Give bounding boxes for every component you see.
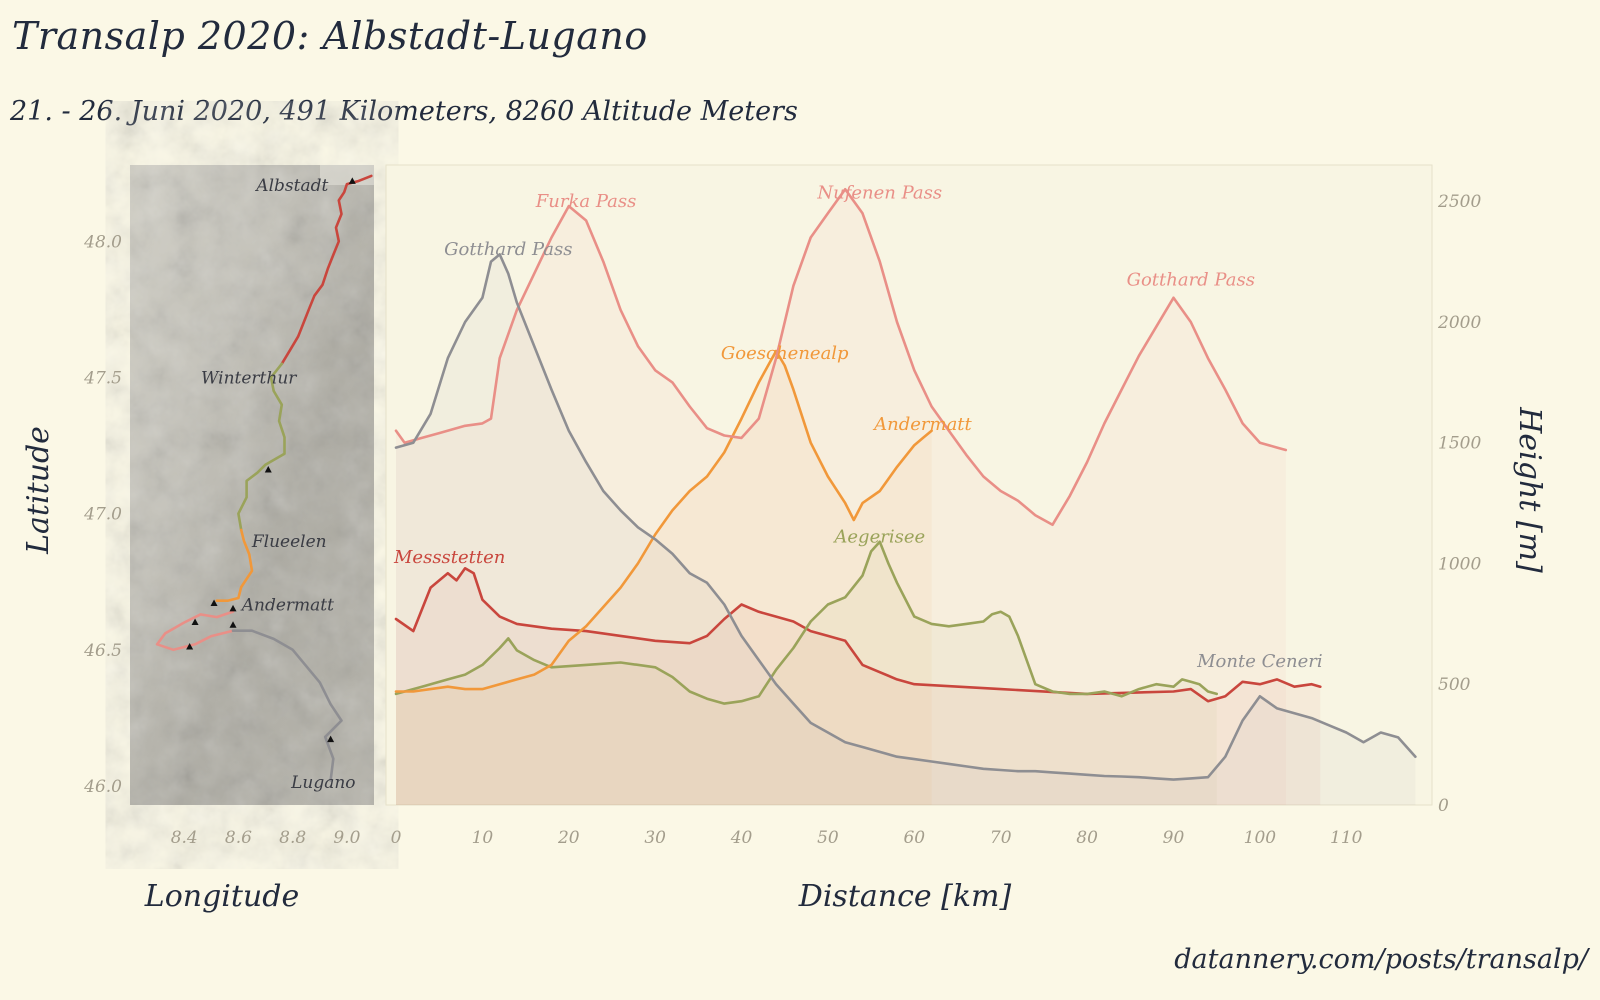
profile-x-tick-label: 90 [1163,828,1185,848]
map-marker-triangle-1 [264,466,272,473]
chart-subtitle: 21. - 26. Juni 2020, 491 Kilometers, 826… [10,96,798,127]
profile-y-tick-label: 500 [1438,675,1471,695]
chart-title: Transalp 2020: Albstadt-Lugano [12,14,648,58]
profile-x-tick-label: 70 [990,828,1012,848]
profile-annotation-label: Messstetten [393,547,505,568]
map-place-label: Flueelen [251,532,327,552]
profile-line-day-5 [394,253,1417,781]
map-place-label: Winterthur [201,368,297,388]
map-y-tick-label: 48.0 [83,232,122,252]
profile-x-tick-label: 80 [1076,828,1098,848]
profile-area-day-3 [396,351,932,805]
profile-x-tick-label: 10 [472,828,494,848]
map-place-label: Andermatt [240,595,334,615]
profile-annotation-label: Furka Pass [535,191,637,212]
map-route-day-2 [237,362,286,532]
map-route-day-5 [231,629,343,782]
map-marker-triangle-6 [186,643,194,650]
profile-y-tick-label: 2500 [1437,192,1481,212]
map-y-axis-label: Latitude [21,426,56,555]
map-marker-triangle-2 [210,599,218,606]
profile-x-tick-label: 20 [557,828,580,848]
map-place-label: Albstadt [254,176,328,196]
profile-x-tick-label: 30 [644,828,666,848]
profile-area-day-2 [396,541,1217,805]
profile-area-day-1 [396,568,1321,805]
profile-x-tick-label: 60 [903,828,925,848]
profile-line-day-2 [394,540,1218,705]
map-y-tick-label: 46.5 [83,641,122,661]
profile-x-tick-label: 110 [1330,828,1363,848]
map-marker-triangle-0 [348,177,356,184]
profile-annotation-label: Nufenen Pass [816,182,942,203]
map-x-tick-label: 8.8 [279,828,306,848]
map-route-day-1 [280,174,373,366]
profile-x-tick-label: 40 [730,828,753,848]
profile-y-tick-label: 2000 [1437,313,1481,333]
map-marker-triangle-5 [191,618,199,626]
elevation-profile: Messstetten Aegerisee Goeschenealp Andermat… [385,164,1547,914]
profile-y-tick-label: 1000 [1438,554,1481,574]
map-x-axis-label: Longitude [144,879,299,914]
profile-x-axis-label: Distance [km] [798,879,1012,914]
profile-x-tick-label: 0 [391,828,402,848]
profile-annotation-label: Andermatt [872,414,972,435]
map-y-tick-label: 47.5 [83,368,122,388]
profile-line-day-4 [394,187,1288,527]
map-x-tick-label: 9.0 [333,828,360,848]
map-y-tick-label: 46.0 [83,777,122,797]
route-map: Albstadt Winterthur Flueelen Andermatt Lugan… [21,165,374,914]
map-relief-texture [130,165,374,805]
profile-annotation-label: Gotthard Pass [1127,269,1255,290]
profile-x-tick-label: 50 [817,828,839,848]
map-x-tick-label: 8.4 [171,828,198,848]
map-y-tick-label: 47.0 [83,505,122,525]
profile-y-tick-label: 0 [1438,796,1449,816]
credit-url: datannery.com/posts/transalp/ [1174,944,1588,975]
profile-x-tick-label: 100 [1244,828,1277,848]
map-marker-triangle-7 [327,735,335,743]
profile-annotation-label: Monte Ceneri [1196,651,1323,672]
profile-annotation-label: Gotthard Pass [444,239,572,260]
map-route-day-3 [215,528,254,602]
profile-line-day-1 [394,567,1322,703]
profile-y-axis-label: Height [m] [1512,406,1547,573]
profile-line-day-3 [394,349,933,693]
map-place-label: Lugano [290,773,355,793]
profile-annotation-label: Aegerisee [832,527,925,548]
map-x-tick-label: 8.6 [225,828,252,848]
profile-y-tick-label: 1500 [1438,434,1481,454]
profile-annotation-label: Goeschenealp [721,343,849,364]
map-marker-triangle-4 [229,621,237,628]
map-route-day-4 [155,610,235,652]
map-marker-triangle-3 [229,604,237,612]
